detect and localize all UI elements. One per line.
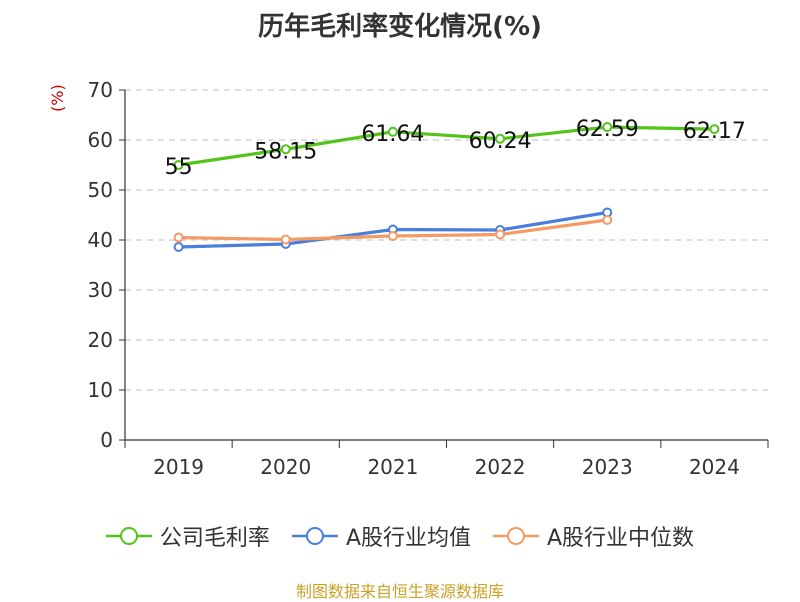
legend-item-industry-median[interactable]: A股行业中位数 bbox=[493, 520, 694, 552]
legend-swatch-industry-median-icon bbox=[493, 527, 539, 545]
legend-swatch-industry-mean-icon bbox=[291, 527, 338, 545]
y-tick-label: 50 bbox=[88, 178, 113, 202]
legend: 公司毛利率 A股行业均值 A股行业中位数 bbox=[0, 520, 800, 552]
series-1-point bbox=[173, 242, 184, 252]
series-layer bbox=[173, 122, 720, 252]
series-2-point bbox=[602, 215, 613, 225]
series-0-point bbox=[280, 144, 291, 155]
y-tick-label: 0 bbox=[100, 428, 113, 452]
y-tick-label: 20 bbox=[88, 328, 113, 352]
data-label-company-margin-2023: 62.59 bbox=[576, 117, 639, 142]
series-line-0 bbox=[178, 125, 715, 167]
grid-layer bbox=[125, 89, 768, 391]
data-label-company-margin-2019: 55 bbox=[165, 155, 193, 180]
y-tick-label: 60 bbox=[88, 128, 113, 152]
legend-label-industry-median: A股行业中位数 bbox=[547, 526, 695, 551]
data-label-company-margin-2022: 60.24 bbox=[469, 129, 532, 154]
chart-title: 历年毛利率变化情况(%) bbox=[258, 12, 542, 42]
series-0-point bbox=[173, 160, 184, 170]
y-tick-label: 10 bbox=[88, 378, 113, 402]
y-tick-label: 40 bbox=[88, 228, 113, 252]
data-label-company-margin-2024: 62.17 bbox=[683, 119, 746, 144]
series-2-point bbox=[280, 234, 291, 245]
y-axis-unit-label: (%) bbox=[48, 84, 67, 112]
legend-swatch-company-margin-icon bbox=[105, 527, 152, 545]
series-2-point bbox=[387, 231, 398, 241]
x-tick-label-2023: 2023 bbox=[582, 455, 633, 479]
x-tick-label-2020: 2020 bbox=[260, 455, 311, 479]
legend-label-industry-mean: A股行业均值 bbox=[345, 526, 471, 551]
series-0-point bbox=[602, 122, 613, 133]
series-2-point bbox=[173, 232, 184, 243]
axis-layer: 0 10 20 30 40 50 60 70 2019 2020 2021 2022 2023 2024 bbox=[88, 78, 769, 479]
legend-item-company-margin[interactable]: 公司毛利率 bbox=[105, 520, 270, 552]
x-tick-label-2024: 2024 bbox=[689, 455, 740, 479]
series-2-point bbox=[495, 229, 506, 240]
data-label-layer: 55 58.15 61.64 60.24 62.59 62.17 bbox=[165, 117, 746, 180]
legend-label-company-margin: 公司毛利率 bbox=[159, 526, 270, 551]
data-label-company-margin-2020: 58.15 bbox=[254, 139, 317, 164]
source-note: 制图数据来自恒生聚源数据库 bbox=[295, 582, 504, 601]
y-tick-label: 70 bbox=[88, 78, 113, 102]
series-0-point bbox=[495, 133, 506, 144]
legend-item-industry-mean[interactable]: A股行业均值 bbox=[291, 520, 471, 552]
x-tick-label-2022: 2022 bbox=[475, 455, 526, 479]
data-label-company-margin-2021: 61.64 bbox=[361, 122, 424, 147]
y-tick-label: 30 bbox=[88, 278, 113, 302]
series-0-point bbox=[709, 124, 720, 135]
series-0-point bbox=[387, 126, 398, 137]
x-tick-label-2019: 2019 bbox=[153, 455, 204, 479]
x-tick-label-2021: 2021 bbox=[367, 455, 418, 479]
